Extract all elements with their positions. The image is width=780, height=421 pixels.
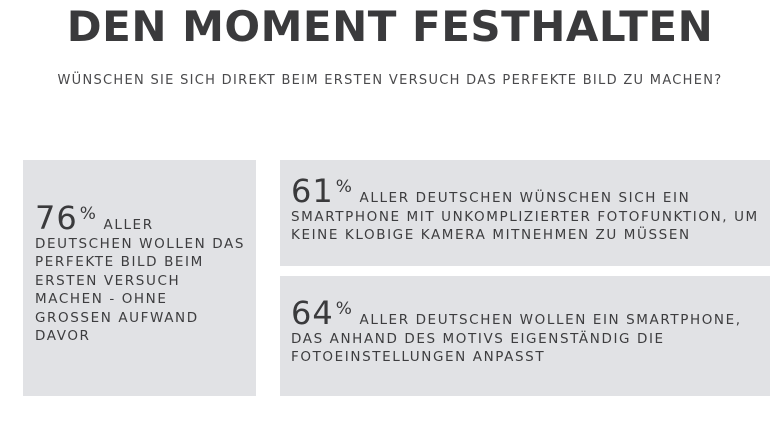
stat-card-64: 64 %ALLER DEUTSCHEN WOLLEN EIN SMARTPHONE… xyxy=(280,276,770,396)
stat-card-text: 64 %ALLER DEUTSCHEN WOLLEN EIN SMARTPHONE… xyxy=(291,297,766,367)
stat-card-text: 61 %ALLER DEUTSCHEN WÜNSCHEN SICH EIN SMA… xyxy=(291,175,766,245)
stat-description: ALLER DEUTSCHEN WOLLEN DAS PERFEKTE BILD… xyxy=(35,217,246,344)
stat-value: 76 xyxy=(35,199,78,237)
stat-description: ALLER DEUTSCHEN WOLLEN EIN SMARTPHONE, D… xyxy=(291,312,742,365)
page-subtitle: WÜNSCHEN SIE SICH DIREKT BEIM ERSTEN VER… xyxy=(57,73,723,88)
percent-sign: % xyxy=(79,204,98,224)
stat-value: 61 xyxy=(291,172,334,210)
page-title: DEN MOMENT FESTHALTEN xyxy=(66,2,714,51)
stat-card-76: 76 %ALLER DEUTSCHEN WOLLEN DAS PERFEKTE B… xyxy=(23,160,256,396)
percent-sign: % xyxy=(335,299,354,319)
percent-sign: % xyxy=(335,177,354,197)
stat-card-text: 76 %ALLER DEUTSCHEN WOLLEN DAS PERFEKTE B… xyxy=(35,202,250,346)
stat-value: 64 xyxy=(291,294,334,332)
stat-description: ALLER DEUTSCHEN WÜNSCHEN SICH EIN SMARTP… xyxy=(291,190,759,243)
stat-card-61: 61 %ALLER DEUTSCHEN WÜNSCHEN SICH EIN SMA… xyxy=(280,160,770,266)
